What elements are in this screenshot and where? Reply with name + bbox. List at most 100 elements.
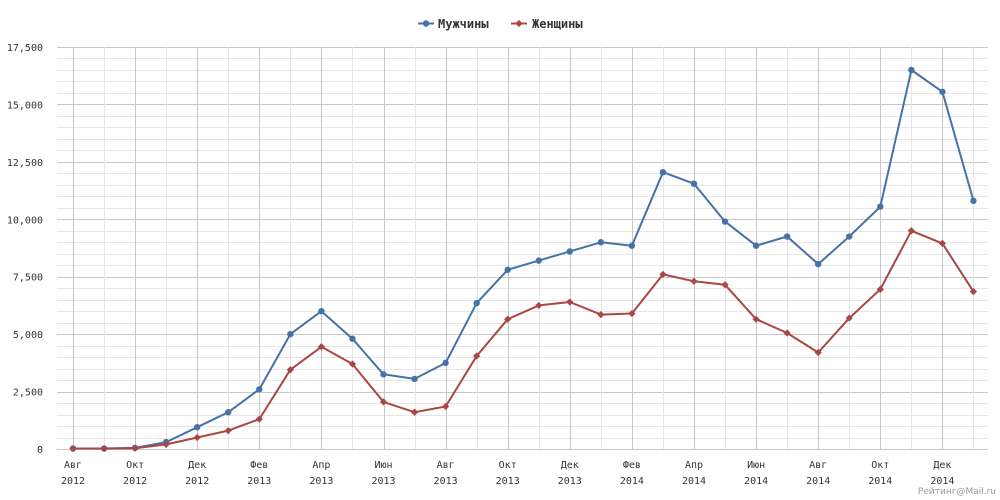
- x-tick-month-label: Окт: [126, 460, 144, 471]
- series-line: [72, 229, 975, 450]
- x-tick-month-label: Авг: [437, 460, 455, 471]
- data-point: [256, 386, 263, 393]
- data-point: [597, 311, 605, 319]
- data-point: [752, 315, 760, 323]
- x-tick-year-label: 2013: [558, 476, 582, 487]
- data-point: [814, 348, 822, 357]
- grid: [57, 47, 988, 450]
- data-point: [783, 233, 791, 240]
- y-tick-label: 15,000: [7, 100, 43, 111]
- data-point: [721, 281, 729, 289]
- x-tick-year-label: 2014: [682, 476, 706, 487]
- data-point: [628, 242, 636, 249]
- y-axis: 0 2,500 5,000 7,500 10,000 12,500 15,000 17,500: [7, 43, 43, 456]
- credit-label[interactable]: Рейтинг@Mail.ru: [918, 487, 996, 497]
- data-point: [100, 444, 108, 453]
- x-tick-month-label: Фев: [250, 460, 268, 471]
- data-point: [69, 444, 77, 453]
- data-point: [721, 218, 729, 225]
- y-tick-label: 17,500: [7, 43, 43, 54]
- x-tick-month-label: Дек: [561, 460, 579, 471]
- legend[interactable]: Мужчины Женщины: [418, 17, 583, 31]
- data-point: [969, 288, 978, 296]
- data-point: [566, 248, 573, 255]
- data-point: [659, 270, 667, 279]
- legend-label: Мужчины: [438, 17, 489, 31]
- data-point: [628, 309, 636, 318]
- data-point: [504, 315, 512, 323]
- legend-item-women[interactable]: Женщины: [511, 17, 583, 31]
- data-point: [225, 409, 232, 416]
- data-point: [783, 329, 791, 337]
- x-tick-year-label: 2014: [620, 476, 644, 487]
- x-tick-month-label: Апр: [312, 460, 330, 471]
- y-tick-label: 0: [37, 445, 43, 456]
- y-tick-label: 12,500: [7, 158, 43, 169]
- series-men: [69, 66, 977, 452]
- data-point: [473, 299, 480, 307]
- x-tick-month-label: Авг: [809, 460, 827, 471]
- x-tick-month-label: Окт: [871, 460, 889, 471]
- data-point: [908, 66, 915, 74]
- data-point: [690, 277, 698, 285]
- x-tick-year-label: 2013: [371, 476, 395, 487]
- x-tick-year-label: 2012: [185, 476, 209, 487]
- data-point: [286, 366, 294, 374]
- x-tick-month-label: Июн: [747, 460, 765, 471]
- data-point: [349, 335, 356, 342]
- y-tick-label: 7,500: [13, 273, 43, 284]
- legend-marker: [515, 19, 523, 28]
- data-point: [411, 375, 418, 383]
- data-point: [659, 168, 667, 176]
- y-tick-label: 5,000: [13, 330, 43, 341]
- series-line: [72, 69, 975, 450]
- data-point: [162, 440, 170, 449]
- series-women: [69, 227, 978, 453]
- x-tick-year-label: 2013: [247, 476, 271, 487]
- x-tick-year-label: 2012: [61, 476, 85, 487]
- x-tick-year-label: 2013: [496, 476, 520, 487]
- data-point: [317, 343, 325, 351]
- data-point: [690, 180, 698, 187]
- x-tick-month-label: Дек: [933, 460, 951, 471]
- x-tick-month-label: Дек: [188, 460, 206, 471]
- x-tick-month-label: Июн: [374, 460, 392, 471]
- data-point: [815, 260, 822, 268]
- data-point: [379, 398, 388, 406]
- y-tick-label: 10,000: [7, 215, 43, 226]
- data-point: [318, 307, 325, 315]
- x-tick-year-label: 2014: [806, 476, 830, 487]
- x-axis: Авг 2012 Окт 2012 Дек 2012 Фев 2013 Апр 2013 Июн 20…: [61, 460, 954, 487]
- data-point: [876, 285, 884, 293]
- data-point: [380, 371, 387, 378]
- data-point: [194, 423, 201, 431]
- data-point: [410, 408, 419, 416]
- legend-item-men[interactable]: Мужчины: [418, 17, 489, 31]
- y-tick-label: 2,500: [13, 388, 43, 399]
- x-tick-month-label: Авг: [64, 460, 82, 471]
- data-point: [224, 427, 232, 435]
- data-point: [597, 239, 605, 246]
- x-tick-year-label: 2014: [744, 476, 768, 487]
- data-point: [287, 330, 294, 338]
- data-point: [845, 314, 853, 322]
- x-tick-year-label: 2012: [123, 476, 147, 487]
- data-point: [442, 402, 450, 411]
- x-tick-month-label: Окт: [499, 460, 517, 471]
- data-point: [131, 444, 139, 452]
- data-point: [877, 203, 884, 210]
- data-point: [504, 266, 511, 274]
- data-point: [535, 257, 542, 264]
- x-tick-year-label: 2013: [434, 476, 458, 487]
- data-point: [907, 227, 915, 235]
- x-tick-month-label: Апр: [685, 460, 703, 471]
- data-point: [938, 239, 946, 248]
- data-point: [473, 352, 481, 360]
- data-point: [348, 360, 357, 368]
- data-point: [970, 197, 977, 205]
- series: [69, 66, 978, 453]
- data-point: [939, 88, 946, 95]
- data-point: [846, 233, 853, 240]
